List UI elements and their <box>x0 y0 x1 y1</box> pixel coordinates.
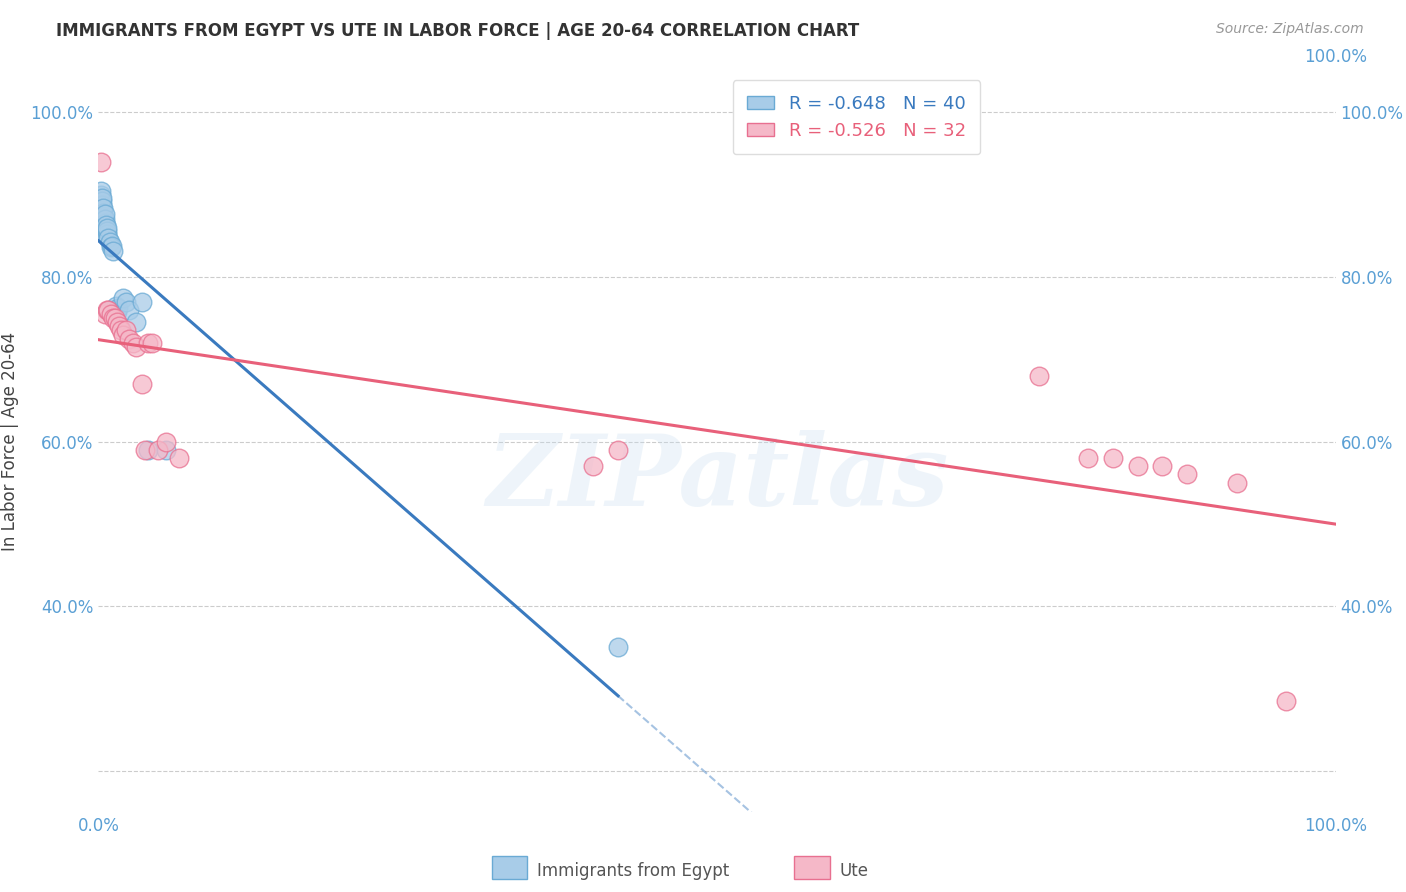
Point <box>93 212 115 227</box>
Point <box>93 206 115 220</box>
Y-axis label: In Labor Force | Age 20-64: In Labor Force | Age 20-64 <box>1 332 20 551</box>
Point <box>103 244 125 258</box>
Point <box>124 340 146 354</box>
Point <box>104 299 127 313</box>
Point <box>1028 368 1050 383</box>
Point <box>94 222 117 236</box>
Point <box>1102 450 1125 465</box>
Point <box>91 202 114 216</box>
Point <box>107 301 129 316</box>
Point <box>108 319 131 334</box>
Point <box>103 311 125 326</box>
Point <box>118 302 141 317</box>
Point <box>90 184 112 198</box>
Point <box>155 442 177 457</box>
Point <box>607 442 630 457</box>
Text: IMMIGRANTS FROM EGYPT VS UTE IN LABOR FORCE | AGE 20-64 CORRELATION CHART: IMMIGRANTS FROM EGYPT VS UTE IN LABOR FO… <box>56 22 859 40</box>
Point <box>146 442 169 457</box>
Point <box>114 294 136 309</box>
Text: Ute: Ute <box>839 863 869 880</box>
Point <box>103 302 125 317</box>
Point <box>1226 475 1249 490</box>
Point <box>100 302 122 317</box>
Point <box>155 434 177 449</box>
Point <box>96 302 118 317</box>
Point <box>93 201 115 215</box>
Point <box>122 335 145 350</box>
Point <box>100 307 122 321</box>
Point <box>91 191 114 205</box>
Point <box>93 211 115 226</box>
Point <box>90 154 112 169</box>
Point <box>1175 467 1198 482</box>
Point <box>93 216 115 230</box>
Point <box>110 324 132 338</box>
Point <box>112 327 135 342</box>
Point <box>96 227 118 242</box>
Point <box>607 640 630 655</box>
Point <box>105 315 128 329</box>
Point <box>93 207 115 221</box>
Point <box>112 291 135 305</box>
Point <box>582 459 605 474</box>
Point <box>141 335 163 350</box>
Point <box>94 218 117 232</box>
Point <box>98 235 121 249</box>
Point <box>131 376 153 391</box>
Point <box>1152 459 1174 474</box>
Point <box>93 307 115 321</box>
Point <box>100 240 122 254</box>
Point <box>96 220 118 235</box>
Point <box>136 335 159 350</box>
Point <box>90 187 112 202</box>
Point <box>1275 694 1298 708</box>
Point <box>1077 450 1099 465</box>
Point <box>91 197 114 211</box>
Point <box>97 302 120 317</box>
Point <box>90 192 112 206</box>
Text: ZIPatlas: ZIPatlas <box>486 430 948 527</box>
Point <box>167 450 190 465</box>
Point <box>118 332 141 346</box>
Point <box>101 239 124 253</box>
Point <box>93 219 115 233</box>
Point <box>136 442 159 457</box>
Text: Source: ZipAtlas.com: Source: ZipAtlas.com <box>1216 22 1364 37</box>
Point <box>91 194 114 209</box>
Point <box>134 442 156 457</box>
Point <box>93 209 115 223</box>
Point <box>1126 459 1149 474</box>
Point <box>103 311 125 326</box>
Point <box>124 315 146 329</box>
Point <box>96 224 118 238</box>
Point <box>131 294 153 309</box>
Point <box>97 230 120 244</box>
Legend: R = -0.648   N = 40, R = -0.526   N = 32: R = -0.648 N = 40, R = -0.526 N = 32 <box>733 80 980 154</box>
Point <box>105 304 128 318</box>
Point <box>91 204 114 219</box>
Point <box>114 324 136 338</box>
Point <box>91 208 114 222</box>
Text: Immigrants from Egypt: Immigrants from Egypt <box>537 863 730 880</box>
